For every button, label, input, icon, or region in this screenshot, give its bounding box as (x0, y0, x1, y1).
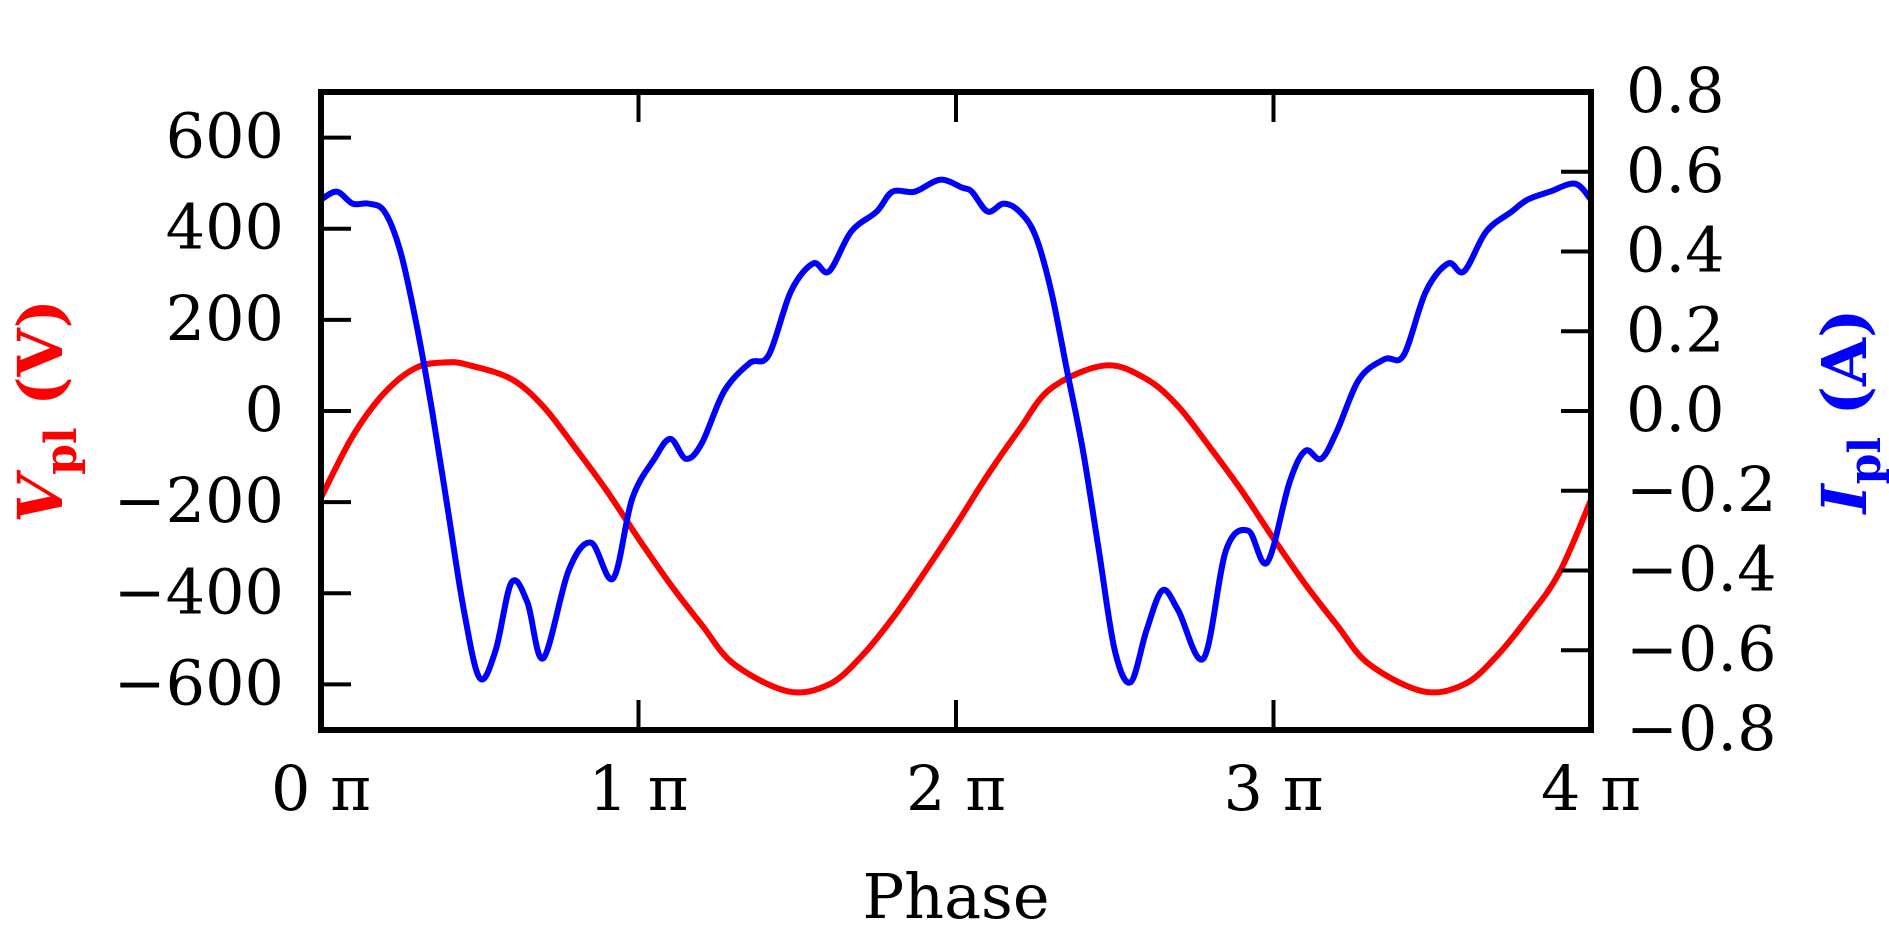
right-y-axis-title: Ipl (A) (1808, 309, 1889, 516)
x-axis-title: Phase (862, 860, 1049, 933)
right-y-tick-label-8: −0.8 (1626, 692, 1777, 765)
left-y-axis-title-unit: (V) (4, 299, 77, 427)
x-tick-label-3: 3 π (1224, 752, 1324, 825)
right-y-tick-label-5: −0.2 (1626, 453, 1777, 526)
right-y-tick-label-0: 0.8 (1626, 54, 1725, 127)
left-y-axis-title-main: V (4, 469, 77, 523)
left-y-tick-label-3: 0 (245, 373, 284, 446)
left-y-tick-label-2: 200 (166, 282, 284, 355)
series-layer (318, 176, 1594, 696)
left-y-tick-label-5: −400 (114, 555, 284, 628)
right-y-tick-label-2: 0.4 (1626, 214, 1725, 287)
right-y-axis-title-main: I (1808, 482, 1881, 515)
labels-layer: 0 π 1 π 2 π 3 π 4 π 600 400 200 0 −200 −400 −600 0.8… (4, 54, 1889, 933)
ticks-layer (321, 92, 1591, 730)
right-y-axis-title-text: Ipl (A) (1808, 309, 1889, 516)
series-line-i-pl (318, 176, 1594, 686)
series-line-v-pl (318, 359, 1594, 696)
x-tick-label-1: 1 π (589, 752, 689, 825)
x-tick-label-2: 2 π (906, 752, 1006, 825)
left-y-tick-label-0: 600 (166, 100, 284, 173)
right-y-tick-label-4: 0.0 (1626, 373, 1725, 446)
right-y-tick-label-1: 0.6 (1626, 134, 1725, 207)
right-y-tick-label-6: −0.4 (1626, 533, 1777, 606)
left-y-tick-label-1: 400 (166, 191, 284, 264)
right-y-tick-label-3: 0.2 (1626, 293, 1725, 366)
right-y-axis-title-sub: pl (1840, 437, 1889, 484)
left-y-axis-title-text: Vpl (V) (4, 299, 87, 523)
left-y-tick-label-6: −600 (114, 646, 284, 719)
x-tick-label-0: 0 π (271, 752, 371, 825)
right-y-axis-title-unit: (A) (1808, 309, 1881, 437)
right-y-tick-label-7: −0.6 (1626, 612, 1777, 685)
left-y-axis-title: Vpl (V) (4, 299, 87, 523)
left-y-tick-label-4: −200 (114, 464, 284, 537)
x-tick-label-4: 4 π (1541, 752, 1641, 825)
left-y-axis-title-sub: pl (36, 427, 87, 474)
